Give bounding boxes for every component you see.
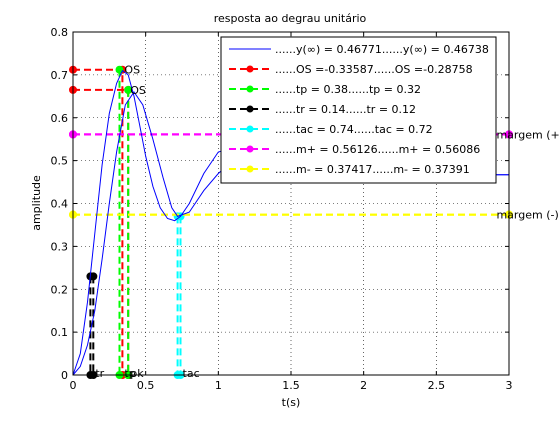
y-tick-label: 0.3 [51,240,69,253]
legend-entry: ......tr = 0.14......tr = 0.12 [275,103,416,116]
y-tick-label: 0.6 [51,112,69,125]
legend-entry: ......m+ = 0.56126......m+ = 0.56086 [275,143,480,156]
y-tick-label: 0.2 [51,283,69,296]
legend-entry: ......tac = 0.74......tac = 0.72 [275,123,433,136]
legend-swatch-marker [246,105,254,113]
y-tick-label: 0.1 [51,326,69,339]
y-tick-label: 0.7 [51,69,69,82]
annotation-label: OS [124,64,140,77]
x-tick-label: 1.5 [282,379,300,392]
marker-point [115,65,124,74]
x-axis-label: t(s) [282,396,301,409]
legend-entry: ......tp = 0.38......tp = 0.32 [275,83,421,96]
legend-entry: ......OS =-0.33587......OS =-0.28758 [275,63,473,76]
annotation-label: margem (-) [496,209,558,222]
legend-swatch-marker [246,85,254,93]
legend-swatch-marker [246,145,254,153]
x-tick-label: 2 [360,379,367,392]
x-tick-label: 0 [70,379,77,392]
legend: ......y(∞) = 0.46771......y(∞) = 0.46738… [220,36,497,184]
y-tick-label: 0 [61,369,68,382]
y-tick-label: 0.4 [51,198,69,211]
annotation-label: tr [95,367,104,380]
annotation-label: tac [183,367,200,380]
legend-swatch-marker [246,125,254,133]
grid [73,32,509,375]
x-tick-label: 0.5 [137,379,155,392]
marker-line [73,68,124,375]
x-tick-label: 3 [506,379,513,392]
axis-ticks: 0 0.5 1 1.5 2 2.5 3 0 0.1 0.2 0.3 0.4 0.5 0.6 0.7 0.8 [51,26,513,392]
legend-swatch-marker [246,165,254,173]
x-tick-label: 1 [215,379,222,392]
chart-title: resposta ao degrau unitário [214,12,367,25]
y-tick-label: 0.8 [51,26,69,39]
annotation-label: margem (+) [496,128,560,141]
annotation-label: tp [124,367,135,380]
y-axis-label: amplitude [30,175,43,231]
annotation-label: OS [130,84,146,97]
marker-point [124,85,133,94]
x-tick-label: 2.5 [428,379,446,392]
annotation-label: pk [130,367,144,380]
legend-swatch-marker [246,65,254,73]
y-tick-label: 0.5 [51,155,69,168]
legend-entry: ......y(∞) = 0.46771......y(∞) = 0.46738 [275,43,489,56]
legend-entry: ......m- = 0.37417......m- = 0.37391 [275,163,470,176]
